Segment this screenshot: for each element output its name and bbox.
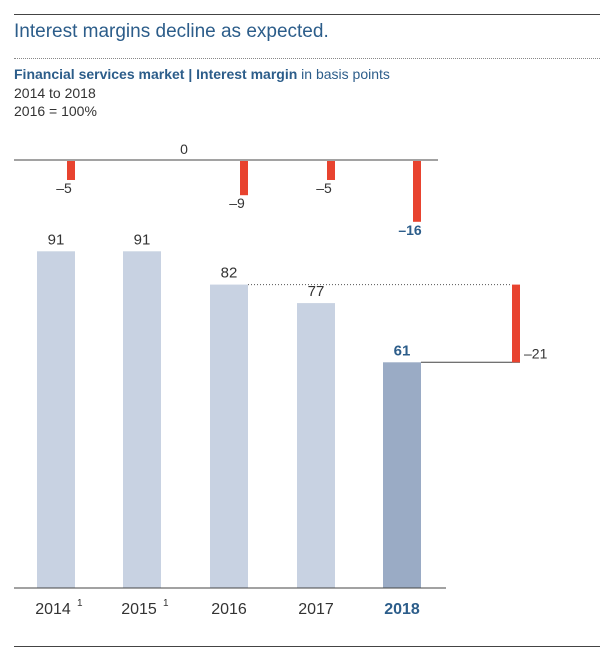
value-label-2018: 61 (394, 342, 411, 359)
value-label-2014: 91 (48, 231, 65, 248)
change-label-2018: –16 (398, 222, 422, 238)
bar-2016 (210, 284, 248, 588)
chart-period: 2014 to 2018 (14, 85, 96, 101)
x-tick-2014: 2014 (35, 601, 71, 618)
value-label-2015: 91 (134, 231, 151, 248)
headline: Interest margins decline as expected. (14, 21, 329, 42)
bottom-rule (14, 646, 600, 647)
chart-title-unit: in basis points (301, 66, 390, 82)
value-label-2016: 82 (221, 265, 238, 282)
change-bar-2014 (67, 161, 75, 180)
value-label-2017: 77 (308, 283, 325, 300)
top-rule (14, 14, 600, 15)
cumulative-change-label: –21 (524, 345, 548, 361)
bar-2017 (297, 303, 335, 588)
chart-title-bold: Financial services market | Interest mar… (14, 66, 298, 82)
change-bar-2016 (240, 161, 248, 196)
change-label-2016: –9 (229, 195, 245, 211)
x-tick-2016: 2016 (211, 601, 247, 618)
bar-2014 (37, 251, 75, 589)
x-tick-2015: 2015 (121, 601, 157, 618)
bar-2018 (383, 362, 421, 588)
change-label-2017: –5 (316, 180, 332, 196)
change-bar-2017 (327, 161, 335, 180)
change-bar-2018 (413, 161, 421, 222)
change-label-2014: –5 (56, 180, 72, 196)
bar-2015 (123, 251, 161, 589)
footnote-marker-2015: 1 (163, 598, 169, 609)
chart-baseline-note: 2016 = 100% (14, 103, 97, 119)
x-tick-2018: 2018 (384, 601, 420, 618)
cumulative-change-bar (512, 284, 520, 363)
x-tick-2017: 2017 (298, 601, 334, 618)
dotted-rule (14, 58, 600, 59)
change-label-2015: 0 (180, 141, 188, 157)
footnote-marker-2014: 1 (77, 598, 83, 609)
chart-title: Financial services market | Interest mar… (14, 66, 390, 82)
